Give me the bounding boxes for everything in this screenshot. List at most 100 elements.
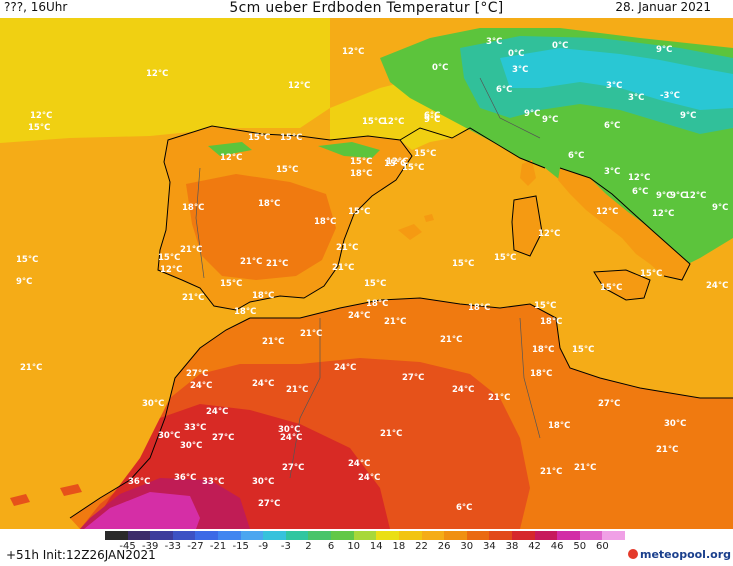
- temperature-label: 3°C: [486, 37, 502, 47]
- color-scale-tick: 14: [369, 541, 383, 552]
- color-scale-segment: [398, 531, 422, 540]
- temperature-label: 18°C: [530, 369, 552, 379]
- color-scale-segment: [602, 531, 626, 540]
- italian-peninsula: [558, 168, 690, 280]
- color-scale-tick: 60: [596, 541, 609, 552]
- color-scale-segment: [105, 531, 128, 540]
- color-scale-tick: -3: [280, 541, 291, 552]
- temperature-label: 12°C: [160, 265, 182, 275]
- color-scale-segment: [263, 531, 286, 540]
- color-scale-segment: [127, 531, 151, 540]
- temperature-label: 15°C: [362, 117, 384, 127]
- temperature-label: 15°C: [350, 157, 372, 167]
- pyrenees-cool: [318, 142, 380, 158]
- temperature-label: 18°C: [314, 217, 336, 227]
- temperature-label: 18°C: [350, 169, 372, 179]
- color-scale-segment: [489, 531, 512, 540]
- temperature-label: 12°C: [652, 209, 674, 219]
- temperature-label: 12°C: [628, 173, 650, 183]
- temperature-label: 15°C: [348, 207, 370, 217]
- run-label: ???, 16Uhr: [4, 0, 68, 14]
- mallorca: [398, 224, 422, 240]
- meteopool-logo[interactable]: meteopool.org: [628, 548, 731, 561]
- color-scale: [105, 531, 626, 540]
- temperature-label: 27°C: [598, 399, 620, 409]
- temperature-label: 21°C: [332, 263, 354, 273]
- temperature-label: 24°C: [706, 281, 728, 291]
- color-scale-segment: [534, 531, 558, 540]
- temperature-label: 3°C: [512, 65, 528, 75]
- temperature-label: 18°C: [252, 291, 274, 301]
- temperature-label: 21°C: [286, 385, 308, 395]
- temperature-label: 18°C: [540, 317, 562, 327]
- temperature-label: 12°C: [288, 81, 310, 91]
- temperature-label: 21°C: [656, 445, 678, 455]
- temperature-label: 12°C: [382, 117, 404, 127]
- temperature-label: 15°C: [494, 253, 516, 263]
- color-scale-segment: [421, 531, 445, 540]
- temperature-label: 21°C: [182, 293, 204, 303]
- temperature-label: 15°C: [364, 279, 386, 289]
- temperature-label: 21°C: [384, 317, 406, 327]
- temperature-label: 24°C: [206, 407, 228, 417]
- temperature-label: 24°C: [452, 385, 474, 395]
- temperature-label: 0°C: [432, 63, 448, 73]
- temperature-label: 21°C: [540, 467, 562, 477]
- temperature-label: 21°C: [380, 429, 402, 439]
- color-scale-tick: -15: [232, 541, 249, 552]
- forecast-info: +51h Init:12Z26JAN2021: [6, 548, 156, 562]
- temperature-label: 21°C: [180, 245, 202, 255]
- temperature-label: 18°C: [548, 421, 570, 431]
- temperature-label: 12°C: [684, 191, 706, 201]
- temperature-label: 21°C: [300, 329, 322, 339]
- color-scale-segment: [240, 531, 264, 540]
- color-scale-segment: [331, 531, 354, 540]
- temperature-label: 21°C: [266, 259, 288, 269]
- color-scale-tick: 6: [327, 541, 335, 552]
- color-scale-segment: [308, 531, 332, 540]
- temperature-label: 9°C: [524, 109, 540, 119]
- color-scale-tick: -9: [258, 541, 269, 552]
- temperature-label: -3°C: [660, 91, 680, 101]
- temperature-label: 21°C: [262, 337, 284, 347]
- temperature-label: 15°C: [248, 133, 270, 143]
- color-scale-tick: 50: [573, 541, 587, 552]
- temperature-label: 6°C: [456, 503, 472, 513]
- color-scale-tick: 42: [528, 541, 541, 552]
- logo-text: meteopool.org: [640, 548, 731, 561]
- temperature-label: 21°C: [336, 243, 358, 253]
- temperature-label: 6°C: [604, 121, 620, 131]
- menorca: [424, 214, 434, 222]
- map-title: 5cm ueber Erdboden Temperatur [°C]: [229, 0, 504, 16]
- temperature-label: 3°C: [604, 167, 620, 177]
- temperature-label: 12°C: [342, 47, 364, 57]
- logo-icon: [628, 549, 638, 559]
- temperature-label: 12°C: [220, 153, 242, 163]
- sicily: [594, 270, 650, 300]
- temperature-label: 15°C: [640, 269, 662, 279]
- temperature-label: 21°C: [20, 363, 42, 373]
- temperature-label: 0°C: [508, 49, 524, 59]
- color-scale-tick: 26: [437, 541, 451, 552]
- temperature-label: 9°C: [424, 115, 440, 125]
- cantabria-cool: [208, 142, 252, 156]
- alps-coldest-zone: [500, 48, 733, 110]
- temperature-label: 30°C: [252, 477, 274, 487]
- temperature-label: 6°C: [632, 187, 648, 197]
- temperature-map: 12°C12°C12°C12°C15°C 15°C12°C15°C12°C15°C…: [0, 18, 733, 529]
- iberia-inland-warm: [186, 174, 336, 280]
- color-scale-tick: 34: [482, 541, 496, 552]
- temperature-label: 15°C: [280, 133, 302, 143]
- temperature-label: 15°C: [452, 259, 474, 269]
- canary-islands-east: [60, 484, 82, 496]
- color-scale-segment: [172, 531, 196, 540]
- temperature-label: 18°C: [468, 303, 490, 313]
- temperature-label: 27°C: [186, 369, 208, 379]
- temperature-label: 27°C: [212, 433, 234, 443]
- color-scale-tick: 38: [505, 541, 519, 552]
- coastlines: [69, 125, 733, 519]
- temperature-label: 9°C: [656, 45, 672, 55]
- color-scale-tick: 30: [460, 541, 474, 552]
- temperature-label: 0°C: [552, 41, 568, 51]
